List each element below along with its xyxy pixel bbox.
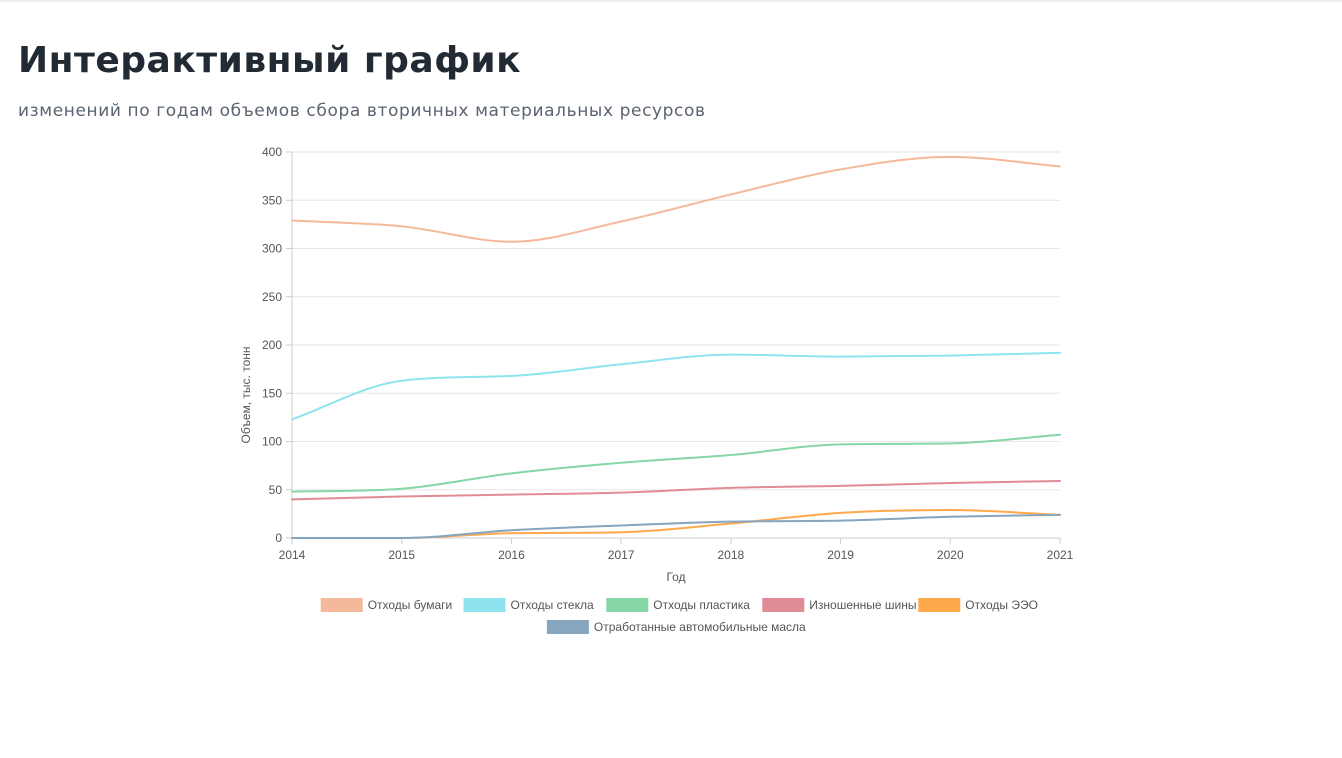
x-tick-label: 2018 bbox=[718, 548, 745, 562]
legend-item-1[interactable]: Отходы бумаги bbox=[320, 598, 453, 612]
series-line-6[interactable] bbox=[291, 513, 1061, 539]
legend-swatch bbox=[320, 598, 363, 612]
legend-item-4[interactable]: Изношенные шины bbox=[762, 598, 917, 612]
legend-item-6[interactable]: Отработанные автомобильные масла bbox=[546, 620, 806, 634]
legend-label: Отработанные автомобильные масла bbox=[594, 620, 806, 634]
legend-swatch bbox=[918, 598, 961, 612]
y-tick-label: 50 bbox=[269, 483, 283, 497]
legend-swatch bbox=[606, 598, 649, 612]
legend-item-3[interactable]: Отходы пластика bbox=[606, 598, 750, 612]
series-line-4[interactable] bbox=[291, 480, 1061, 501]
legend-item-2[interactable]: Отходы стекла bbox=[463, 598, 594, 612]
series-line-2[interactable] bbox=[291, 351, 1061, 421]
x-tick-label: 2021 bbox=[1047, 548, 1074, 562]
series-line-3[interactable] bbox=[291, 433, 1061, 493]
y-tick-label: 350 bbox=[262, 193, 282, 207]
series-line-1[interactable] bbox=[291, 155, 1061, 243]
y-tick-label: 200 bbox=[262, 338, 282, 352]
legend-swatch bbox=[762, 598, 805, 612]
x-tick-label: 2020 bbox=[937, 548, 964, 562]
legend-label: Отходы ЭЭО bbox=[965, 598, 1038, 612]
x-tick-label: 2016 bbox=[498, 548, 525, 562]
x-tick-label: 2019 bbox=[827, 548, 854, 562]
y-tick-label: 300 bbox=[262, 242, 282, 256]
x-tick-labels: 2014 2015 2016 2017 2018 2019 2020 2021 bbox=[279, 548, 1074, 562]
legend-label: Отходы стекла bbox=[511, 598, 594, 612]
y-tick-label: 150 bbox=[262, 386, 282, 400]
top-border bbox=[0, 0, 1342, 2]
legend-item-5[interactable]: Отходы ЭЭО bbox=[918, 598, 1038, 612]
grid bbox=[286, 151, 1061, 544]
legend-swatch bbox=[546, 620, 589, 634]
legend[interactable]: Отходы бумаги Отходы стекла Отходы пластик… bbox=[320, 598, 1038, 634]
series[interactable] bbox=[291, 155, 1061, 539]
y-tick-label: 0 bbox=[275, 531, 282, 545]
y-tick-label: 100 bbox=[262, 435, 282, 449]
y-axis-title: Объем, тыс. тонн bbox=[239, 347, 253, 444]
page-title: Интерактивный график bbox=[18, 40, 522, 81]
x-tick-label: 2015 bbox=[388, 548, 415, 562]
x-axis-title: Год bbox=[666, 570, 685, 584]
legend-label: Отходы бумаги bbox=[368, 598, 453, 612]
page-subtitle: изменений по годам объемов сбора вторичн… bbox=[18, 101, 706, 121]
legend-label: Изношенные шины bbox=[809, 598, 916, 612]
legend-label: Отходы пластика bbox=[653, 598, 750, 612]
y-tick-label: 400 bbox=[262, 145, 282, 159]
y-tick-labels: 0 50 100 150 200 250 300 350 400 bbox=[262, 145, 282, 545]
legend-swatch bbox=[463, 598, 506, 612]
y-tick-label: 250 bbox=[262, 290, 282, 304]
x-tick-label: 2017 bbox=[608, 548, 635, 562]
x-tick-label: 2014 bbox=[279, 548, 306, 562]
